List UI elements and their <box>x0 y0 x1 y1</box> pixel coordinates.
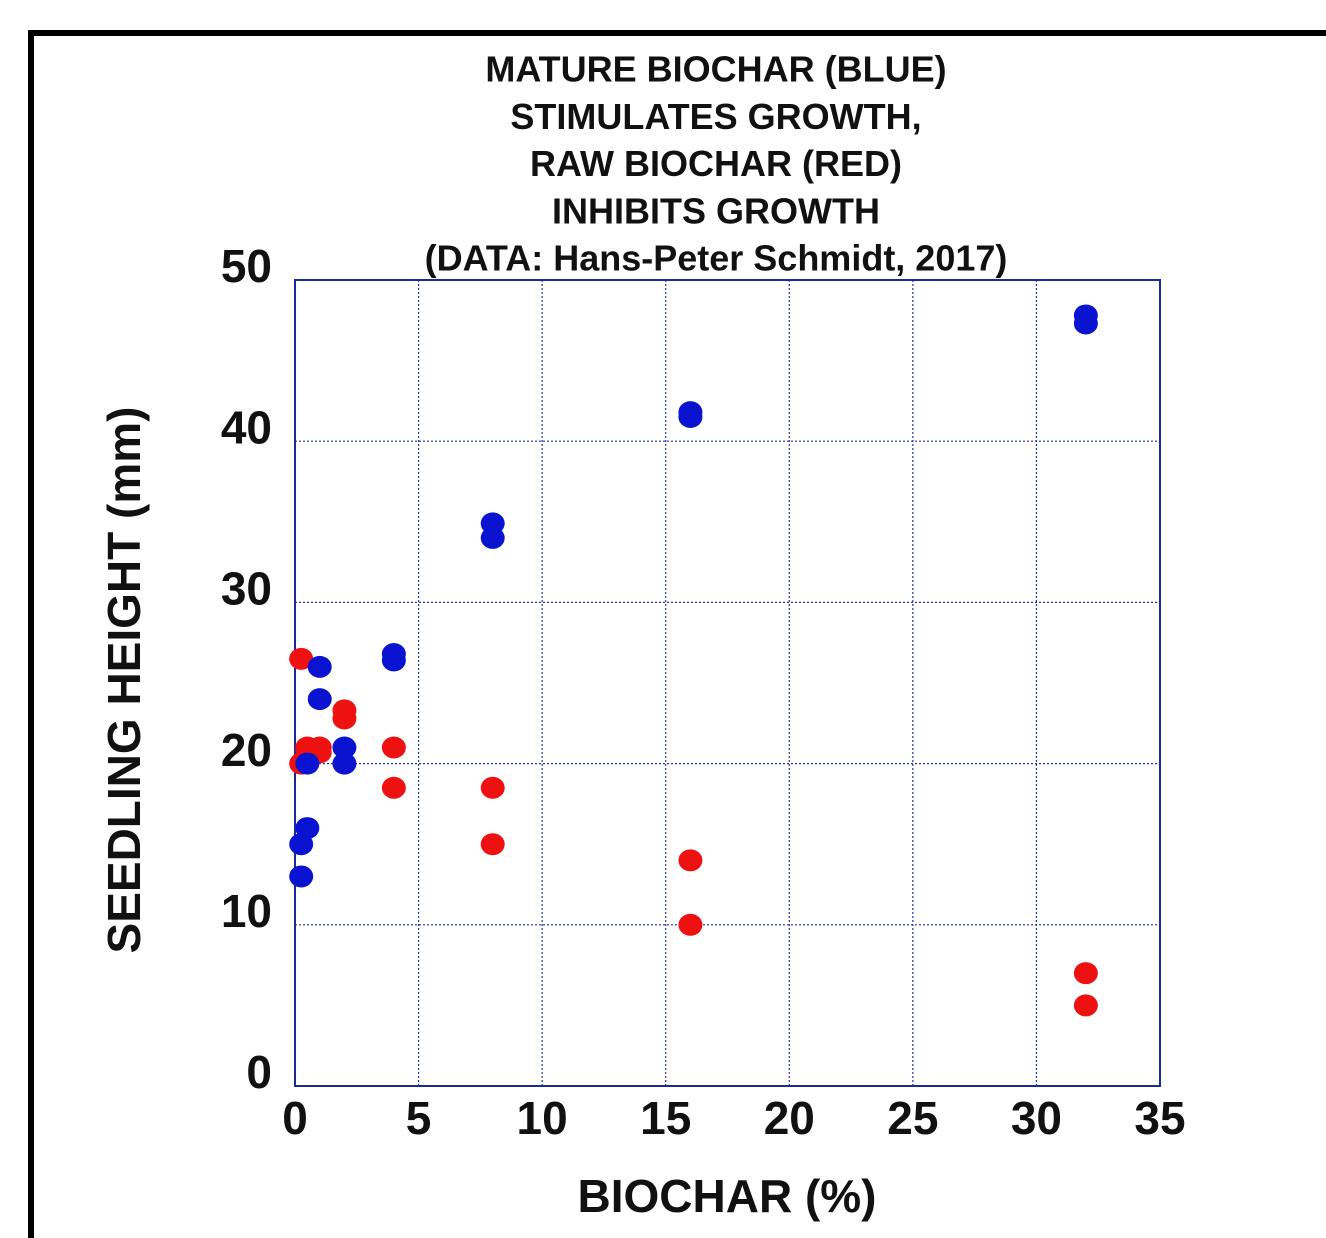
point <box>1073 994 1098 1017</box>
y-tick-label: 50 <box>221 240 272 292</box>
point <box>480 833 505 856</box>
point <box>1073 962 1098 985</box>
point <box>307 688 332 711</box>
point <box>678 406 703 429</box>
point <box>678 849 703 872</box>
point <box>332 736 357 759</box>
y-tick-label: 40 <box>221 401 272 453</box>
y-tick-label: 10 <box>221 885 272 937</box>
x-tick-label: 0 <box>282 1092 308 1144</box>
x-tick-label: 30 <box>1011 1092 1062 1144</box>
point <box>332 707 357 730</box>
y-tick-label: 20 <box>221 724 272 776</box>
x-tick-label: 25 <box>887 1092 938 1144</box>
point <box>381 649 406 672</box>
point <box>289 865 314 888</box>
x-tick-label: 15 <box>640 1092 691 1144</box>
chart-title: RAW BIOCHAR (RED) <box>530 143 902 184</box>
chart-title: INHIBITS GROWTH <box>552 190 880 231</box>
x-axis-label: BIOCHAR (%) <box>578 1170 877 1222</box>
point <box>381 776 406 799</box>
point <box>678 913 703 936</box>
point <box>307 655 332 678</box>
point <box>289 647 314 670</box>
x-tick-label: 10 <box>517 1092 568 1144</box>
y-tick-label: 0 <box>246 1046 272 1098</box>
point <box>1073 312 1098 335</box>
y-tick-label: 30 <box>221 563 272 615</box>
point <box>295 752 320 775</box>
x-tick-label: 35 <box>1134 1092 1185 1144</box>
chart-title: (DATA: Hans-Peter Schmidt, 2017) <box>425 238 1008 279</box>
point <box>295 817 320 840</box>
chart-title: STIMULATES GROWTH, <box>510 96 921 137</box>
point <box>480 526 505 549</box>
point <box>332 752 357 775</box>
point <box>480 776 505 799</box>
frame <box>28 30 1326 1238</box>
chart-title: MATURE BIOCHAR (BLUE) <box>485 49 946 90</box>
x-tick-label: 20 <box>764 1092 815 1144</box>
x-tick-label: 5 <box>406 1092 432 1144</box>
plot-border <box>294 279 1161 1087</box>
y-axis-label: SEEDLING HEIGHT (mm) <box>98 407 150 954</box>
point <box>381 736 406 759</box>
